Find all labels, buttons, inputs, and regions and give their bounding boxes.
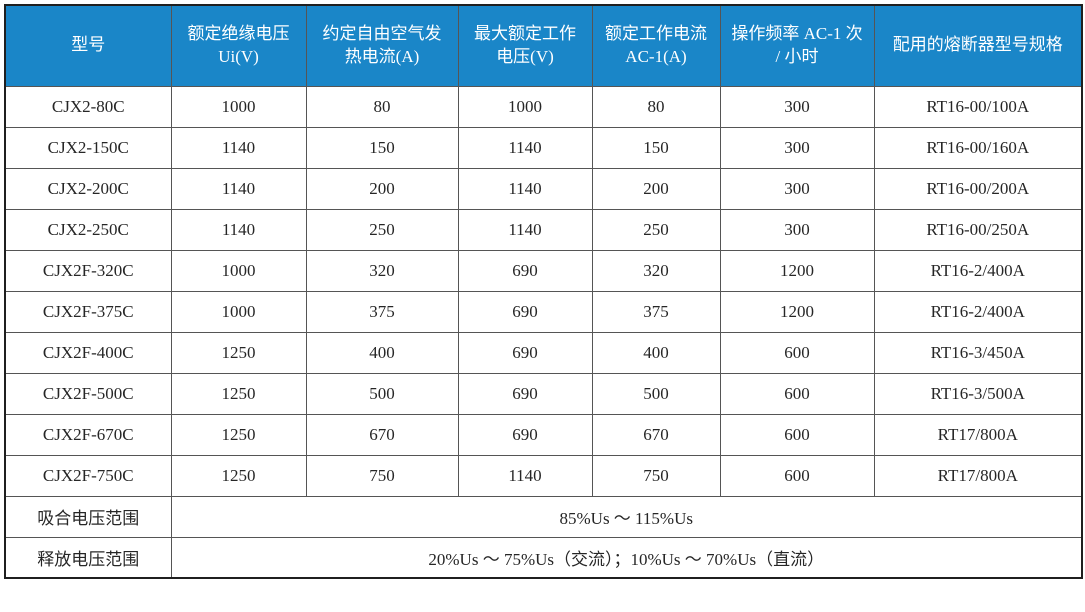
footer-value-release-voltage: 20%Us ～ 75%Us（交流）；10%Us ～ 70%Us（直流） xyxy=(170,536,1083,579)
table-cell: RT16-2/400A xyxy=(873,249,1083,292)
footer-row-pickup-voltage: 吸合电压范围 85%Us ～ 115%Us xyxy=(4,495,1083,538)
table-cell: 600 xyxy=(719,413,875,456)
table-cell: 690 xyxy=(457,331,593,374)
table-cell: 750 xyxy=(305,454,459,497)
table-cell: 690 xyxy=(457,290,593,333)
column-header-model: 型号 xyxy=(4,4,172,87)
table-cell: 1140 xyxy=(457,454,593,497)
table-row: CJX2F-670C 1250 670 690 670 600 RT17/800… xyxy=(4,413,1083,456)
table-cell: 375 xyxy=(305,290,459,333)
column-header-fuse-spec: 配用的熔断器型号规格 xyxy=(873,4,1083,87)
table-cell: 1140 xyxy=(457,126,593,169)
cell-model: CJX2F-375C xyxy=(4,290,172,333)
table-cell: 1140 xyxy=(170,167,307,210)
cell-model: CJX2-80C xyxy=(4,85,172,128)
cell-model: CJX2F-750C xyxy=(4,454,172,497)
table-cell: 670 xyxy=(305,413,459,456)
table-cell: 320 xyxy=(305,249,459,292)
table-cell: 300 xyxy=(719,126,875,169)
table-cell: 1140 xyxy=(457,208,593,251)
table-cell: 300 xyxy=(719,167,875,210)
table-cell: 600 xyxy=(719,454,875,497)
table-cell: 1140 xyxy=(170,208,307,251)
contactor-spec-table: 型号 额定绝缘电压 Ui(V) 约定自由空气发热电流(A) 最大额定工作电压(V… xyxy=(4,4,1083,579)
table-cell: 80 xyxy=(591,85,721,128)
table-cell: 1000 xyxy=(170,85,307,128)
cell-model: CJX2F-320C xyxy=(4,249,172,292)
table-row: CJX2F-750C 1250 750 1140 750 600 RT17/80… xyxy=(4,454,1083,497)
table-row: CJX2F-375C 1000 375 690 375 1200 RT16-2/… xyxy=(4,290,1083,333)
table-row: CJX2-150C 1140 150 1140 150 300 RT16-00/… xyxy=(4,126,1083,169)
table-cell: RT16-00/200A xyxy=(873,167,1083,210)
column-header-thermal-current: 约定自由空气发热电流(A) xyxy=(305,4,459,87)
table-cell: 200 xyxy=(591,167,721,210)
header-row: 型号 额定绝缘电压 Ui(V) 约定自由空气发热电流(A) 最大额定工作电压(V… xyxy=(4,4,1083,87)
cell-model: CJX2-250C xyxy=(4,208,172,251)
table-cell: 1140 xyxy=(170,126,307,169)
table-cell: RT16-00/250A xyxy=(873,208,1083,251)
table-row: CJX2F-320C 1000 320 690 320 1200 RT16-2/… xyxy=(4,249,1083,292)
table-row: CJX2-200C 1140 200 1140 200 300 RT16-00/… xyxy=(4,167,1083,210)
table-cell: 690 xyxy=(457,413,593,456)
footer-row-release-voltage: 释放电压范围 20%Us ～ 75%Us（交流）；10%Us ～ 70%Us（直… xyxy=(4,536,1083,579)
cell-model: CJX2F-500C xyxy=(4,372,172,415)
table-cell: 1000 xyxy=(170,249,307,292)
table-cell: 1200 xyxy=(719,249,875,292)
table-cell: 1250 xyxy=(170,454,307,497)
cell-model: CJX2-200C xyxy=(4,167,172,210)
table-cell: 1000 xyxy=(170,290,307,333)
table-cell: 150 xyxy=(591,126,721,169)
table-cell: 1200 xyxy=(719,290,875,333)
table-cell: 200 xyxy=(305,167,459,210)
table-cell: 500 xyxy=(591,372,721,415)
column-header-max-working-voltage: 最大额定工作电压(V) xyxy=(457,4,593,87)
table-row: CJX2-250C 1140 250 1140 250 300 RT16-00/… xyxy=(4,208,1083,251)
table-cell: RT16-00/100A xyxy=(873,85,1083,128)
table-cell: 1250 xyxy=(170,331,307,374)
table-cell: 300 xyxy=(719,85,875,128)
table-cell: 750 xyxy=(591,454,721,497)
table-row: CJX2F-500C 1250 500 690 500 600 RT16-3/5… xyxy=(4,372,1083,415)
table-cell: RT16-2/400A xyxy=(873,290,1083,333)
table-cell: 150 xyxy=(305,126,459,169)
table-cell: 690 xyxy=(457,372,593,415)
table-cell: 600 xyxy=(719,372,875,415)
cell-model: CJX2F-670C xyxy=(4,413,172,456)
table-cell: 320 xyxy=(591,249,721,292)
table-cell: RT16-3/500A xyxy=(873,372,1083,415)
column-header-operating-frequency: 操作频率 AC-1 次 / 小时 xyxy=(719,4,875,87)
table-cell: RT16-00/160A xyxy=(873,126,1083,169)
column-header-working-current: 额定工作电流 AC-1(A) xyxy=(591,4,721,87)
table-cell: 400 xyxy=(305,331,459,374)
table-cell: 375 xyxy=(591,290,721,333)
cell-model: CJX2F-400C xyxy=(4,331,172,374)
table-cell: 400 xyxy=(591,331,721,374)
table-row: CJX2F-400C 1250 400 690 400 600 RT16-3/4… xyxy=(4,331,1083,374)
table-cell: 250 xyxy=(591,208,721,251)
footer-label-release-voltage: 释放电压范围 xyxy=(4,536,172,579)
table-cell: 1000 xyxy=(457,85,593,128)
table-cell: 500 xyxy=(305,372,459,415)
table-cell: 300 xyxy=(719,208,875,251)
footer-label-pickup-voltage: 吸合电压范围 xyxy=(4,495,172,538)
table-cell: 1140 xyxy=(457,167,593,210)
table-cell: 250 xyxy=(305,208,459,251)
table-row: CJX2-80C 1000 80 1000 80 300 RT16-00/100… xyxy=(4,85,1083,128)
table-cell: 690 xyxy=(457,249,593,292)
table-cell: 80 xyxy=(305,85,459,128)
table-cell: 1250 xyxy=(170,413,307,456)
cell-model: CJX2-150C xyxy=(4,126,172,169)
table-cell: RT17/800A xyxy=(873,413,1083,456)
column-header-insulation-voltage: 额定绝缘电压 Ui(V) xyxy=(170,4,307,87)
table-cell: RT17/800A xyxy=(873,454,1083,497)
table-cell: 1250 xyxy=(170,372,307,415)
table-cell: RT16-3/450A xyxy=(873,331,1083,374)
table-cell: 670 xyxy=(591,413,721,456)
footer-value-pickup-voltage: 85%Us ～ 115%Us xyxy=(170,495,1083,538)
table-cell: 600 xyxy=(719,331,875,374)
